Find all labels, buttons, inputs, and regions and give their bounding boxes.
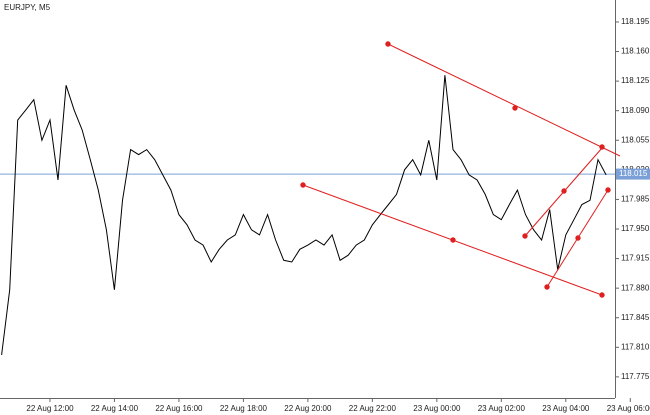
x-tick-label: 22 Aug 16:00: [155, 404, 203, 413]
y-tick-label: 118.090: [621, 106, 650, 115]
anchor: [605, 187, 611, 193]
x-tick-label: 22 Aug 14:00: [91, 404, 139, 413]
y-tick-label: 117.810: [621, 342, 650, 351]
anchor: [385, 41, 391, 47]
trend-lines: [300, 41, 621, 298]
y-tick-label: 117.845: [621, 313, 650, 322]
anchor: [575, 235, 581, 241]
x-tick-label: 22 Aug 12:00: [26, 404, 74, 413]
x-tick-label: 23 Aug 02:00: [478, 404, 526, 413]
price-label-box: [616, 168, 650, 180]
y-tick-label: 117.985: [621, 195, 650, 204]
y-tick-label: 118.160: [621, 47, 650, 56]
anchor: [450, 237, 456, 243]
anchor: [512, 105, 518, 111]
price-label: 118.015: [619, 169, 648, 178]
price-line-series: [1, 75, 607, 355]
plot: [0, 75, 615, 355]
x-tick-label: 22 Aug 22:00: [349, 404, 397, 413]
y-tick-label: 117.880: [621, 283, 650, 292]
x-tick-label: 22 Aug 20:00: [284, 404, 332, 413]
anchor: [599, 144, 605, 150]
trend-line: [387, 43, 621, 157]
anchor: [544, 284, 550, 290]
x-tick-label: 22 Aug 18:00: [220, 404, 268, 413]
anchor: [522, 233, 528, 239]
y-tick-label: 117.950: [621, 224, 650, 233]
x-tick-label: 23 Aug 00:00: [413, 404, 461, 413]
anchor: [599, 292, 605, 298]
chart-title: EURJPY, M5: [4, 3, 51, 12]
x-tick-label: 23 Aug 04:00: [542, 404, 590, 413]
y-tick-label: 118.195: [621, 17, 650, 26]
anchor: [561, 188, 567, 194]
x-tick-label: 23 Aug 06:00: [607, 404, 650, 413]
y-tick-label: 118.125: [621, 76, 650, 85]
y-tick-label: 117.775: [621, 372, 650, 381]
anchor: [300, 182, 306, 188]
y-tick-label: 118.055: [621, 135, 650, 144]
y-tick-label: 117.915: [621, 254, 650, 263]
